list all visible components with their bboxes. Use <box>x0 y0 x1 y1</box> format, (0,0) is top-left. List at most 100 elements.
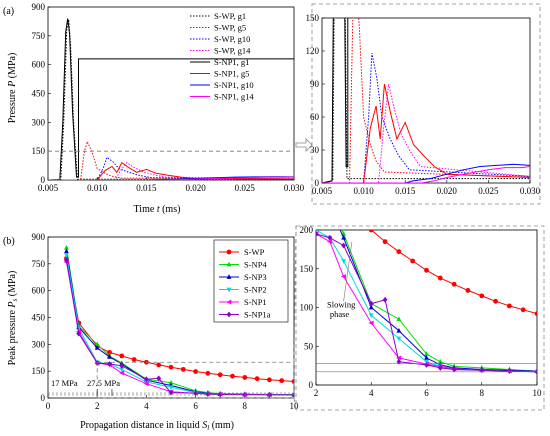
a-legend-label: S-WP, g5 <box>214 23 246 33</box>
b-legend-marker <box>226 311 232 318</box>
b-zoom-ytick-label: 100 <box>300 303 314 313</box>
a-zoom-ytick-label: 90 <box>310 79 320 89</box>
b-zoom-data-point <box>506 303 512 309</box>
b-data-point <box>168 379 174 385</box>
a-series-line <box>48 18 294 180</box>
a-legend-label: S-NP1, g5 <box>214 69 249 79</box>
b-zoom-data-point <box>465 288 471 293</box>
a-zoom-ytick-label: 150 <box>306 13 320 23</box>
b-zoom-data-point <box>382 296 388 303</box>
b-data-point <box>94 345 100 350</box>
b-data-point <box>119 353 125 359</box>
a-main-ytick-label: 0 <box>41 175 46 185</box>
b-zoom-outer-frame <box>295 225 545 411</box>
b-zoom-data-point <box>424 354 429 360</box>
b-zoom-data-point <box>520 307 526 313</box>
b-data-point <box>205 391 211 397</box>
b-data-point <box>119 367 125 373</box>
b-data-point <box>242 391 248 398</box>
a-series-line <box>48 19 294 180</box>
b-zoom-data-point <box>534 311 537 317</box>
b-zoom-ytick-label: 150 <box>300 264 314 274</box>
b-legend-label: S-NP4 <box>244 260 267 270</box>
a-main-ytick-label: 750 <box>32 31 46 41</box>
b-zoom-data-point <box>479 367 485 374</box>
a-main-xtick-label: 0.030 <box>284 183 305 193</box>
a-legend-label: S-NP1, g14 <box>214 92 254 102</box>
a-zoom-xtick-label: 0.020 <box>437 186 458 196</box>
a-zoom-ytick-label: 120 <box>306 46 320 56</box>
b-main-zoom-region <box>96 361 295 399</box>
b-zoom-data-point <box>368 304 374 310</box>
b-legend-marker <box>226 299 232 305</box>
a-legend-label: S-NP1, g1 <box>214 57 249 67</box>
b-zoom-data-point <box>368 313 374 319</box>
b-zoom-data-point <box>424 351 429 356</box>
b-zoom-data-point <box>368 300 374 307</box>
a-main-ytick-label: 300 <box>32 117 46 127</box>
b-main-legend: S-WP S-NP4 S-NP3 S-NP2 S-NP1 S-NP1a <box>213 239 289 323</box>
b-zoom-data-point <box>424 267 429 273</box>
a-zoom-xtick-label: 0.015 <box>395 186 416 196</box>
b-legend-marker <box>226 274 232 279</box>
b-zoom-data-point <box>437 365 443 371</box>
panel-b-label: (b) <box>3 236 15 247</box>
b-zoom-series-line <box>316 230 537 373</box>
a-series-line <box>48 162 294 180</box>
b-zoom-data-point <box>341 200 346 205</box>
b-zoom-data-point <box>396 249 402 255</box>
b-main-ytick-label: 900 <box>32 232 46 242</box>
b-main-ytick-label: 150 <box>32 366 46 376</box>
b-zoom-data-point <box>327 204 332 209</box>
b-data-point <box>168 364 174 370</box>
a-zoom-series-line <box>322 18 530 183</box>
b-data-point <box>76 330 82 337</box>
b-zoom-data-point <box>316 230 319 237</box>
b-data-point <box>254 376 260 382</box>
b-data-point <box>230 373 235 379</box>
b-data-point <box>193 369 199 374</box>
a-zoom-series-line <box>322 18 349 183</box>
b-zoom-data-point <box>368 320 374 326</box>
b-data-point <box>291 379 294 384</box>
a-main-frame <box>47 6 295 181</box>
a-legend-label: S-NP1, g10 <box>214 80 254 90</box>
a-zoom-ytick-label: 0 <box>315 178 320 188</box>
b-legend-marker <box>226 261 232 267</box>
b-zoom-data-point <box>396 358 402 365</box>
a-zoom-xtick-label: 0.025 <box>478 186 499 196</box>
a-main-xtick-label: 0.010 <box>87 183 108 193</box>
b-zoom-connector <box>293 397 297 411</box>
b-main-ytick-label: 0 <box>41 393 46 403</box>
b-legend-label: S-NP1a <box>244 310 271 320</box>
b-legend-label: S-NP2 <box>244 285 267 295</box>
b-zoom-connector <box>293 225 297 363</box>
a-main-ytick-label: 900 <box>32 2 46 12</box>
b-main-xtick-label: 8 <box>243 401 248 411</box>
b-data-point <box>107 349 112 355</box>
panel-a-xlabel: Time t (ms) <box>134 204 181 215</box>
a-zoom-series-line <box>322 83 530 183</box>
a-main-xtick-label: 0.025 <box>235 183 256 193</box>
b-zoom-data-point <box>396 336 402 342</box>
b-zoom-data-point <box>314 165 319 170</box>
a-main-ytick-label: 600 <box>32 60 46 70</box>
b-zoom-data-point <box>506 368 512 374</box>
b-data-point <box>64 257 69 264</box>
b-data-point <box>180 366 186 372</box>
b-zoom-xtick-label: 4 <box>369 388 374 398</box>
b-zoom-data-point <box>327 234 333 241</box>
b-data-point <box>144 376 149 383</box>
a-legend-label: S-WP, g14 <box>214 46 251 56</box>
b-zoom-data-point <box>437 275 443 281</box>
b-zoom-data-point <box>314 158 319 163</box>
a-main-xtick-label: 0.020 <box>185 183 206 193</box>
b-data-point <box>267 377 272 383</box>
panel-a-ylabel: Pressure P (MPa) <box>7 53 18 124</box>
panel-b-ylabel: Peak pressure Ps (MPa) <box>7 271 19 366</box>
a-zoom-series-group <box>322 18 530 183</box>
b-zoom-data-point <box>341 242 347 249</box>
b-data-point <box>64 252 69 258</box>
a-zoom-arrow <box>295 138 313 152</box>
